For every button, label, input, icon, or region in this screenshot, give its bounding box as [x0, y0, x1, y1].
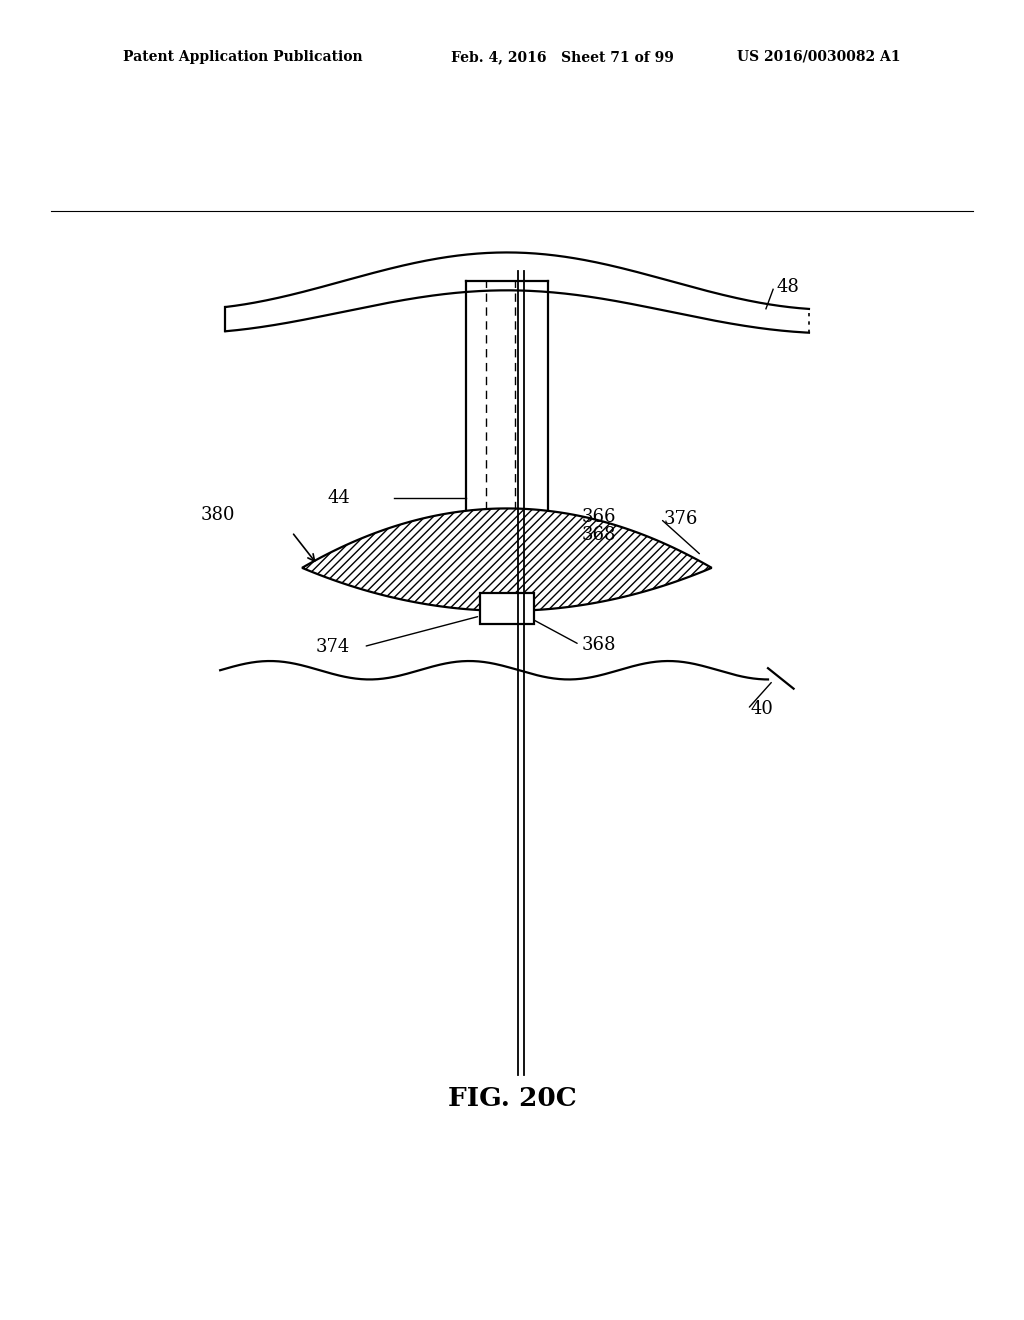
Text: US 2016/0030082 A1: US 2016/0030082 A1: [737, 50, 901, 63]
Text: 374: 374: [315, 638, 349, 656]
Text: 380: 380: [201, 506, 236, 524]
Text: 44: 44: [328, 490, 350, 507]
Text: 376: 376: [664, 510, 698, 528]
Polygon shape: [302, 508, 712, 611]
Text: 48: 48: [776, 279, 799, 296]
Bar: [480, 594, 534, 624]
Text: Patent Application Publication: Patent Application Publication: [123, 50, 362, 63]
Text: FIG. 20C: FIG. 20C: [447, 1086, 577, 1110]
Text: 40: 40: [751, 700, 773, 718]
FancyArrowPatch shape: [294, 535, 314, 561]
Text: 368: 368: [582, 636, 616, 653]
Text: Feb. 4, 2016   Sheet 71 of 99: Feb. 4, 2016 Sheet 71 of 99: [451, 50, 674, 63]
Text: 368: 368: [582, 527, 616, 544]
Text: 366: 366: [582, 508, 616, 525]
